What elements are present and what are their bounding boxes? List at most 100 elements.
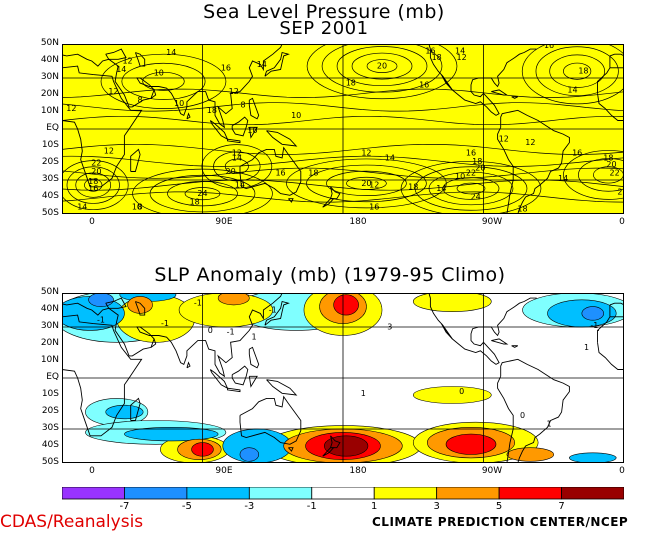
plot-frame — [62, 293, 624, 463]
contour-label: 16 — [419, 80, 429, 89]
coastline-segment — [248, 375, 258, 388]
lon-tick-label: 180 — [349, 217, 367, 227]
isobar — [66, 166, 120, 204]
lat-tick-label: 40N — [40, 55, 59, 65]
contour-label: 10 — [455, 172, 465, 181]
contour-label: 14 — [385, 153, 395, 162]
colorbar-tick-label: -5 — [181, 501, 192, 512]
coastline-segment — [231, 365, 249, 386]
coastline-segment — [609, 53, 624, 57]
contour-label: 16 — [425, 46, 435, 55]
lon-tick-label: 0 — [89, 217, 95, 227]
contour-label: 12 — [232, 148, 242, 157]
coastline-segment — [105, 48, 127, 60]
anomaly-colorbar — [62, 487, 624, 500]
contour-label: 18 — [472, 157, 482, 166]
anomaly-region — [124, 427, 219, 442]
lon-tick-label: 0 — [619, 217, 625, 227]
coastline-segment — [150, 338, 157, 348]
lon-tick-label: 90E — [215, 466, 233, 476]
colorbar-swatch — [248, 487, 313, 500]
contour-label: 3 — [387, 323, 392, 332]
lat-tick-label: 20S — [41, 406, 59, 416]
coastline-segment — [497, 376, 514, 463]
plot-frame — [62, 44, 624, 214]
colorbar-tick-label: 7 — [558, 501, 565, 512]
coastline-segment — [130, 148, 141, 172]
anomaly-region — [445, 433, 497, 455]
lat-tick-label: 50S — [41, 457, 59, 467]
contour-label: 12 — [66, 104, 76, 113]
anomaly-region — [217, 293, 250, 306]
isobar — [563, 150, 624, 200]
credit-label: CLIMATE PREDICTION CENTER/NCEP — [372, 515, 629, 529]
isobar — [84, 178, 103, 192]
contour-label: 22 — [617, 187, 624, 196]
lon-tick-label: 0 — [619, 466, 625, 476]
colorbar-tick-label: 1 — [371, 501, 378, 512]
coastline-segment — [239, 146, 302, 196]
contour-label: -1 — [161, 319, 169, 328]
coastline-segment — [150, 89, 157, 99]
contour-label: 14 — [116, 65, 126, 74]
contour-label: 20 — [377, 62, 387, 71]
lat-tick-label: 40S — [41, 191, 59, 201]
coastline-segment — [597, 67, 611, 94]
contour-label: 1 — [547, 419, 552, 428]
colorbar-swatch — [186, 487, 250, 500]
contour-label: 8 — [138, 203, 143, 212]
coastline-segment — [266, 130, 298, 147]
contour-label: 0 — [520, 411, 525, 420]
coastline-segment — [264, 300, 290, 326]
gridlines — [62, 44, 624, 214]
isobar — [142, 71, 185, 91]
coastlines — [62, 293, 624, 463]
lat-tick-label: 10S — [41, 389, 59, 399]
isobar — [521, 44, 624, 105]
data-source-label: CDAS/Reanalysis — [0, 512, 144, 532]
bottom-chart-title: SLP Anomaly (mb) (1979-95 Climo) — [154, 264, 506, 286]
contour-label: 16 — [572, 148, 582, 157]
coastline-segment — [105, 297, 127, 309]
contour-label: 12 — [499, 135, 509, 144]
anomaly-regions — [62, 293, 624, 463]
coastline-segment — [134, 301, 146, 316]
lat-tick-label: 50N — [40, 38, 59, 48]
lat-tick-label: 20N — [40, 338, 59, 348]
isobar — [400, 160, 542, 214]
isobar — [201, 144, 273, 189]
contour-label: 22 — [91, 159, 101, 168]
lat-tick-label: 50N — [40, 287, 59, 297]
contour-label: 10 — [154, 68, 164, 77]
lat-tick-label: 30N — [40, 72, 59, 82]
isobar — [100, 53, 227, 109]
contour-label: -1 — [269, 306, 277, 315]
contour-label: 20 — [361, 179, 371, 188]
contour-label: 1 — [251, 333, 256, 342]
coastline-segment — [231, 116, 249, 137]
contour-label: 16 — [369, 203, 379, 212]
contour-label: 10 — [174, 99, 184, 108]
coastline-segment — [491, 89, 509, 96]
anomaly-region — [581, 306, 605, 321]
coastline-segment — [597, 316, 611, 343]
coastline-segment — [134, 52, 146, 67]
contour-label: 14 — [257, 60, 267, 69]
contour-label: 12 — [457, 53, 467, 62]
anomaly-region — [506, 447, 555, 462]
contour-label: -1 — [97, 316, 105, 325]
lat-tick-label: 30N — [40, 321, 59, 331]
lon-tick-label: 90W — [481, 466, 503, 476]
lat-tick-label: 30S — [41, 423, 59, 433]
coastline-segment — [62, 293, 283, 378]
contour-label: 18 — [408, 182, 418, 191]
coastline-segment — [511, 345, 519, 348]
contour-label: -1 — [194, 299, 202, 308]
colorbar-swatch — [373, 487, 438, 500]
contour-label: 18 — [432, 53, 442, 62]
contour-label: 20 — [606, 160, 616, 169]
contour-label: 14 — [567, 85, 577, 94]
coastline-segment — [130, 397, 141, 421]
isobar — [286, 158, 447, 209]
coastline-segment — [609, 302, 624, 306]
